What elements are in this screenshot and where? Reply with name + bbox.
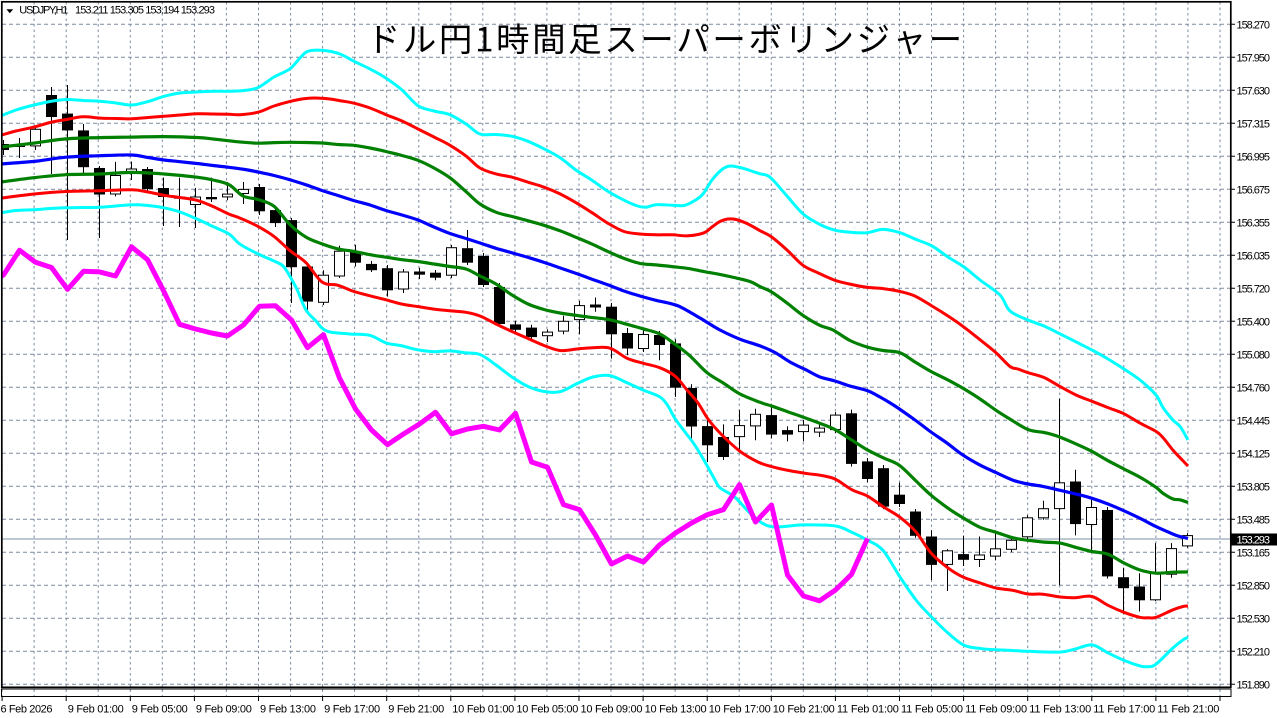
svg-text:9 Feb 01:00: 9 Feb 01:00 (68, 704, 124, 716)
svg-text:11 Feb 01:00: 11 Feb 01:00 (837, 704, 899, 716)
svg-text:158.270: 158.270 (1237, 19, 1271, 31)
svg-text:10 Feb 17:00: 10 Feb 17:00 (709, 704, 771, 716)
svg-text:9 Feb 09:00: 9 Feb 09:00 (196, 704, 252, 716)
svg-text:10 Feb 05:00: 10 Feb 05:00 (516, 704, 578, 716)
svg-text:153.485: 153.485 (1237, 514, 1271, 526)
svg-text:10 Feb 21:00: 10 Feb 21:00 (773, 704, 835, 716)
svg-text:151.890: 151.890 (1237, 679, 1271, 691)
svg-text:154.445: 154.445 (1237, 415, 1271, 427)
svg-text:155.720: 155.720 (1237, 283, 1271, 295)
svg-text:10 Feb 13:00: 10 Feb 13:00 (645, 704, 707, 716)
svg-text:157.950: 157.950 (1237, 52, 1271, 64)
svg-text:157.630: 157.630 (1237, 85, 1271, 97)
svg-text:11 Feb 13:00: 11 Feb 13:00 (1029, 704, 1091, 716)
svg-text:152.530: 152.530 (1237, 613, 1271, 625)
svg-text:157.315: 157.315 (1237, 118, 1271, 130)
svg-text:156.035: 156.035 (1237, 250, 1271, 262)
svg-text:156.995: 156.995 (1237, 151, 1271, 163)
svg-text:10 Feb 01:00: 10 Feb 01:00 (452, 704, 514, 716)
svg-text:152.850: 152.850 (1237, 580, 1271, 592)
svg-text:153.165: 153.165 (1237, 547, 1271, 559)
svg-text:154.760: 154.760 (1237, 382, 1271, 394)
svg-text:11 Feb 09:00: 11 Feb 09:00 (965, 704, 1027, 716)
svg-text:154.125: 154.125 (1237, 448, 1271, 460)
svg-text:9 Feb 05:00: 9 Feb 05:00 (132, 704, 188, 716)
svg-text:9 Feb 17:00: 9 Feb 17:00 (324, 704, 380, 716)
svg-text:9 Feb 21:00: 9 Feb 21:00 (388, 704, 444, 716)
svg-text:6 Feb 2026: 6 Feb 2026 (1, 704, 53, 716)
svg-text:152.210: 152.210 (1237, 646, 1271, 658)
svg-text:10 Feb 09:00: 10 Feb 09:00 (581, 704, 643, 716)
svg-text:11 Feb 21:00: 11 Feb 21:00 (1157, 704, 1219, 716)
svg-text:11 Feb 05:00: 11 Feb 05:00 (901, 704, 963, 716)
svg-text:9 Feb 13:00: 9 Feb 13:00 (260, 704, 316, 716)
svg-text:USDJPY,H1: USDJPY,H1 (19, 5, 68, 17)
svg-text:156.355: 156.355 (1237, 217, 1271, 229)
svg-text:153.805: 153.805 (1237, 481, 1271, 493)
svg-text:11 Feb 17:00: 11 Feb 17:00 (1093, 704, 1155, 716)
svg-text:153.211 153.305 153.194 153.29: 153.211 153.305 153.194 153.293 (75, 5, 215, 17)
svg-text:156.675: 156.675 (1237, 184, 1271, 196)
svg-text:153.293: 153.293 (1237, 535, 1271, 547)
svg-text:155.400: 155.400 (1237, 316, 1271, 328)
svg-text:155.080: 155.080 (1237, 349, 1271, 361)
